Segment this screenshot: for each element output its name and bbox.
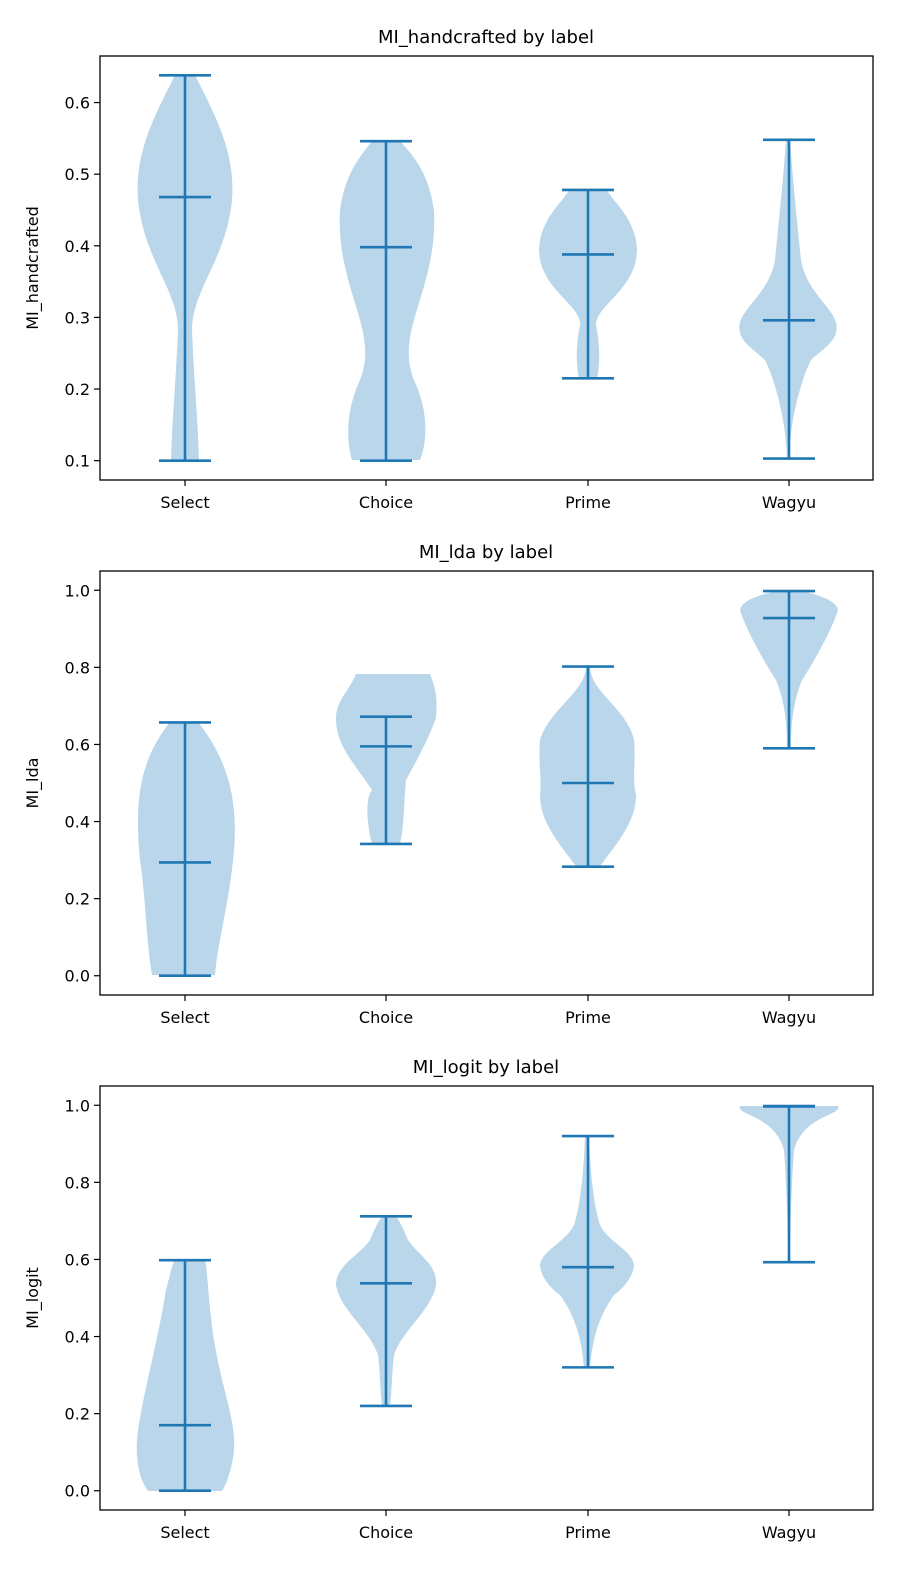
- y-tick-label: 0.6: [65, 735, 90, 754]
- x-tick-label-select: Select: [160, 1008, 209, 1027]
- y-tick-label: 0.2: [65, 1405, 90, 1424]
- y-tick-label: 0.2: [65, 890, 90, 909]
- y-tick-label: 0.4: [65, 1328, 90, 1347]
- x-tick-label-wagyu: Wagyu: [762, 493, 816, 512]
- y-tick-label: 0.8: [65, 658, 90, 677]
- panel-1-ylabel: MI_handcrafted: [23, 206, 43, 330]
- x-tick-label-prime: Prime: [565, 493, 611, 512]
- y-tick-label: 0.0: [65, 1482, 90, 1501]
- panel-2-violins: [137, 591, 838, 975]
- panel-3-violins: [136, 1106, 839, 1491]
- panel-2-yaxis: 0.0 0.2 0.4 0.6 0.8 1.0: [65, 581, 100, 986]
- x-tick-label-wagyu: Wagyu: [762, 1523, 816, 1542]
- x-tick-label-wagyu: Wagyu: [762, 1008, 816, 1027]
- y-tick-label: 0.6: [65, 1250, 90, 1269]
- panel-1-violins: [137, 75, 837, 461]
- x-tick-label-choice: Choice: [359, 1008, 413, 1027]
- y-tick-label: 0.4: [65, 237, 90, 256]
- x-tick-label-choice: Choice: [359, 493, 413, 512]
- y-tick-label: 1.0: [65, 581, 90, 600]
- y-tick-label: 0.4: [65, 813, 90, 832]
- violin-body-select: [137, 722, 235, 975]
- y-tick-label: 0.2: [65, 380, 90, 399]
- panel-1: MI_handcrafted by label MI_handcrafted 0…: [23, 27, 874, 512]
- panel-3-xaxis: Select Choice Prime Wagyu: [160, 1510, 816, 1542]
- y-tick-label: 0.3: [65, 308, 90, 327]
- panel-3-lines: [159, 1104, 815, 1493]
- y-tick-label: 0.8: [65, 1173, 90, 1192]
- panel-1-yaxis: 0.1 0.2 0.3 0.4 0.5 0.6: [65, 94, 100, 471]
- y-tick-label: 1.0: [65, 1096, 90, 1115]
- panel-2: MI_lda by label MI_lda 0.0 0.2 0.4 0.6 0.8 1.…: [23, 542, 874, 1027]
- panel-2-ylabel: MI_lda: [23, 758, 43, 809]
- panel-3-title: MI_logit by label: [413, 1057, 559, 1078]
- x-tick-label-prime: Prime: [565, 1523, 611, 1542]
- panel-1-xaxis: Select Choice Prime Wagyu: [160, 480, 816, 512]
- x-tick-label-select: Select: [160, 1523, 209, 1542]
- panel-2-title: MI_lda by label: [419, 542, 553, 563]
- panel-3-frame: [99, 1085, 874, 1511]
- x-tick-label-prime: Prime: [565, 1008, 611, 1027]
- y-tick-label: 0.0: [65, 967, 90, 986]
- panel-3: MI_logit by label MI_logit 0.00.20.40.60…: [23, 1057, 874, 1542]
- panel-2-frame: [99, 570, 874, 996]
- x-tick-label-select: Select: [160, 493, 209, 512]
- panel-2-xaxis: Select Choice Prime Wagyu: [160, 995, 816, 1027]
- panel-3-ylabel: MI_logit: [23, 1267, 43, 1329]
- y-tick-label: 0.1: [65, 452, 90, 471]
- panel-3-yaxis: 0.0 0.2 0.4 0.6 0.8 1.0: [65, 1096, 100, 1501]
- panel-1-title: MI_handcrafted by label: [378, 27, 594, 48]
- panel-2-lines: [159, 589, 815, 978]
- panel-1-frame: [99, 55, 874, 481]
- panel-1-lines: [159, 74, 815, 462]
- y-tick-label: 0.6: [65, 94, 90, 113]
- y-tick-label: 0.5: [65, 165, 90, 184]
- x-tick-label-choice: Choice: [359, 1523, 413, 1542]
